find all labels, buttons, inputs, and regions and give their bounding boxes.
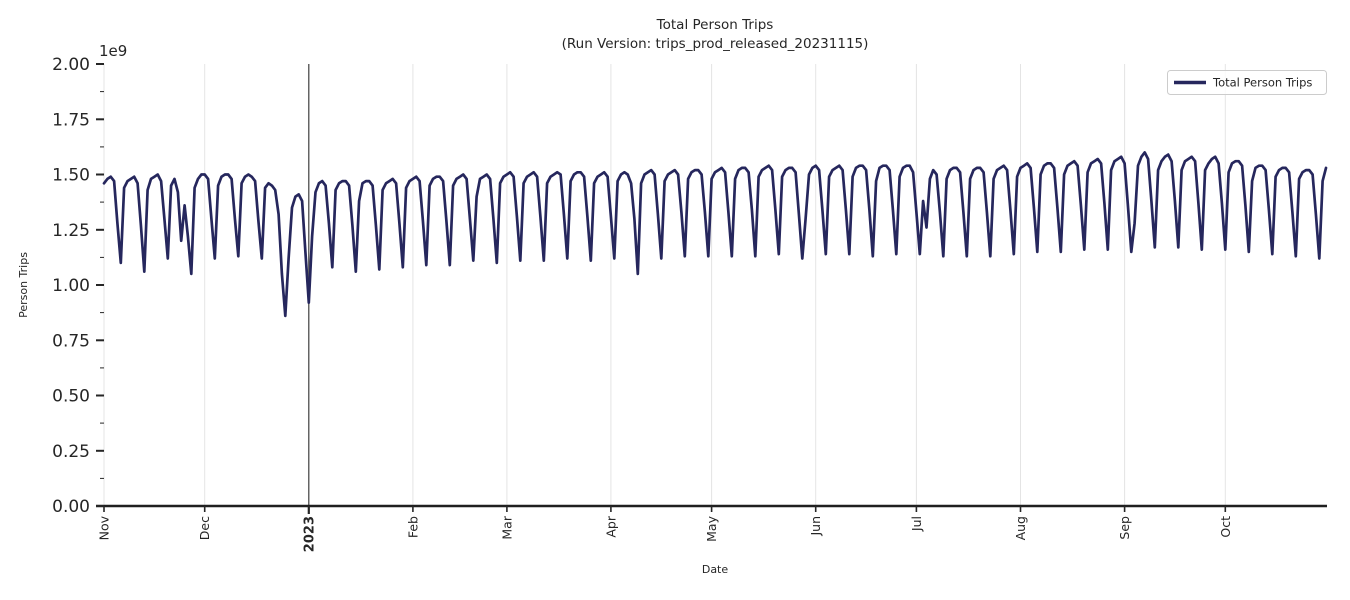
y-axis-label: Person Trips (17, 252, 30, 318)
y-tick-label: 0.75 (52, 331, 90, 351)
x-tick-label: Aug (1013, 516, 1028, 540)
y-tick-label: 1.25 (52, 221, 90, 241)
y-offset-label: 1e9 (99, 42, 127, 60)
y-tick-label: 0.00 (52, 497, 90, 517)
x-axis-label: Date (702, 563, 729, 576)
x-tick-label: Dec (197, 516, 212, 540)
x-tick-label: Jul (909, 516, 924, 532)
x-tick-label: Nov (97, 515, 112, 540)
legend-box (1167, 70, 1327, 95)
y-tick-label: 2.00 (52, 55, 90, 75)
tick-marks (96, 63, 1227, 514)
x-tick-label: May (704, 515, 719, 541)
x-tick-label: Mar (499, 515, 514, 539)
x-tick-label: Feb (405, 516, 420, 538)
y-tick-label: 1.75 (52, 110, 90, 130)
y-tick-label: 1.00 (52, 276, 90, 296)
chart-title: Total Person Trips (656, 17, 774, 33)
x-tick-label: Apr (603, 515, 618, 537)
chart-subtitle: (Run Version: trips_prod_released_202311… (562, 36, 869, 52)
x-tick-label: 2023 (302, 516, 317, 552)
gridlines (103, 64, 1226, 506)
tick-labels: Nov Dec 2023 Feb Mar Apr May Jun Jul Aug Sep Oct 0.0… (52, 55, 1233, 552)
legend: Total Person Trips (1167, 70, 1327, 95)
y-tick-label: 0.50 (52, 387, 90, 407)
x-tick-label: Sep (1117, 516, 1132, 540)
y-tick-label: 0.25 (52, 442, 90, 462)
total-person-trips-line (102, 151, 1328, 318)
y-tick-label: 1.50 (52, 166, 90, 186)
legend-label: Total Person Trips (1212, 76, 1312, 90)
x-tick-label: Oct (1218, 516, 1233, 538)
x-tick-label: Jun (808, 516, 823, 537)
